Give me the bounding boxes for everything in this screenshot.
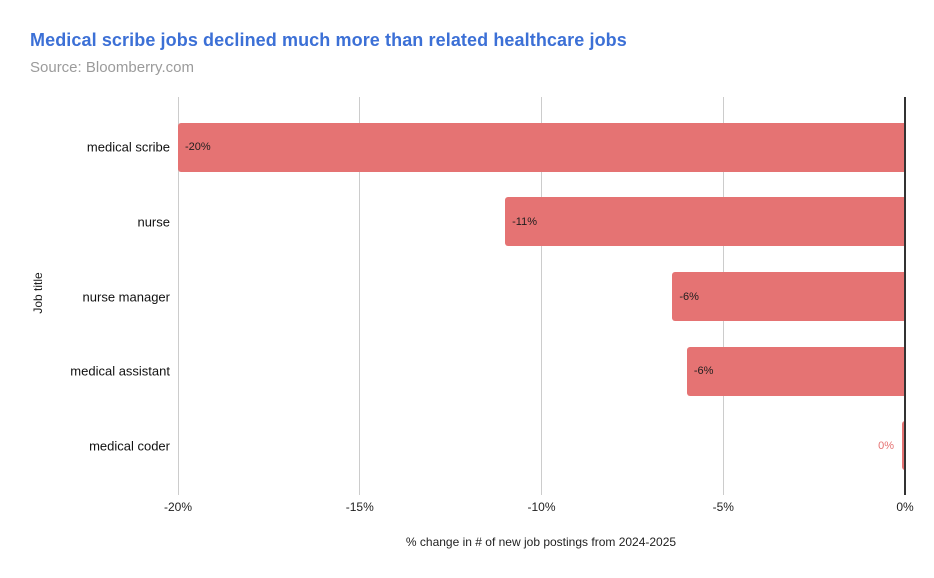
x-tick-label: -15% <box>345 500 374 514</box>
chart-source: Source: Bloomberry.com <box>30 59 194 76</box>
x-tick-label: -20% <box>163 500 193 514</box>
value-label: -6% <box>693 365 714 378</box>
gridline <box>541 97 542 495</box>
zero-axis-line <box>904 97 906 495</box>
category-label: medical coder <box>89 438 170 454</box>
x-axis-title: % change in # of new job postings from 2… <box>405 535 677 549</box>
value-label: -20% <box>185 141 211 154</box>
bar <box>672 272 905 321</box>
category-labels: medical scribe nurse nurse manager medical … <box>0 110 170 483</box>
category-label: nurse <box>137 214 170 230</box>
category-label: medical assistant <box>70 363 170 379</box>
bar <box>902 421 905 471</box>
value-label: -6% <box>679 290 699 303</box>
bar <box>505 197 905 247</box>
x-tick-label: 0% <box>896 500 914 514</box>
category-label: medical scribe <box>86 139 170 155</box>
plot-bars: -20% -11% -6% -6% 0% <box>178 110 905 483</box>
gridline <box>359 97 361 495</box>
category-label: nurse manager <box>82 289 170 304</box>
gridline <box>177 97 179 495</box>
x-tick-label: -10% <box>527 500 556 514</box>
value-label: -11% <box>512 215 538 228</box>
bar <box>178 122 905 172</box>
y-axis-title: Job title <box>31 272 45 314</box>
bar <box>686 346 905 396</box>
value-label: 0% <box>878 439 894 452</box>
chart-title: Medical scribe jobs declined much more t… <box>30 30 627 50</box>
x-tick-label: -5% <box>712 500 734 514</box>
